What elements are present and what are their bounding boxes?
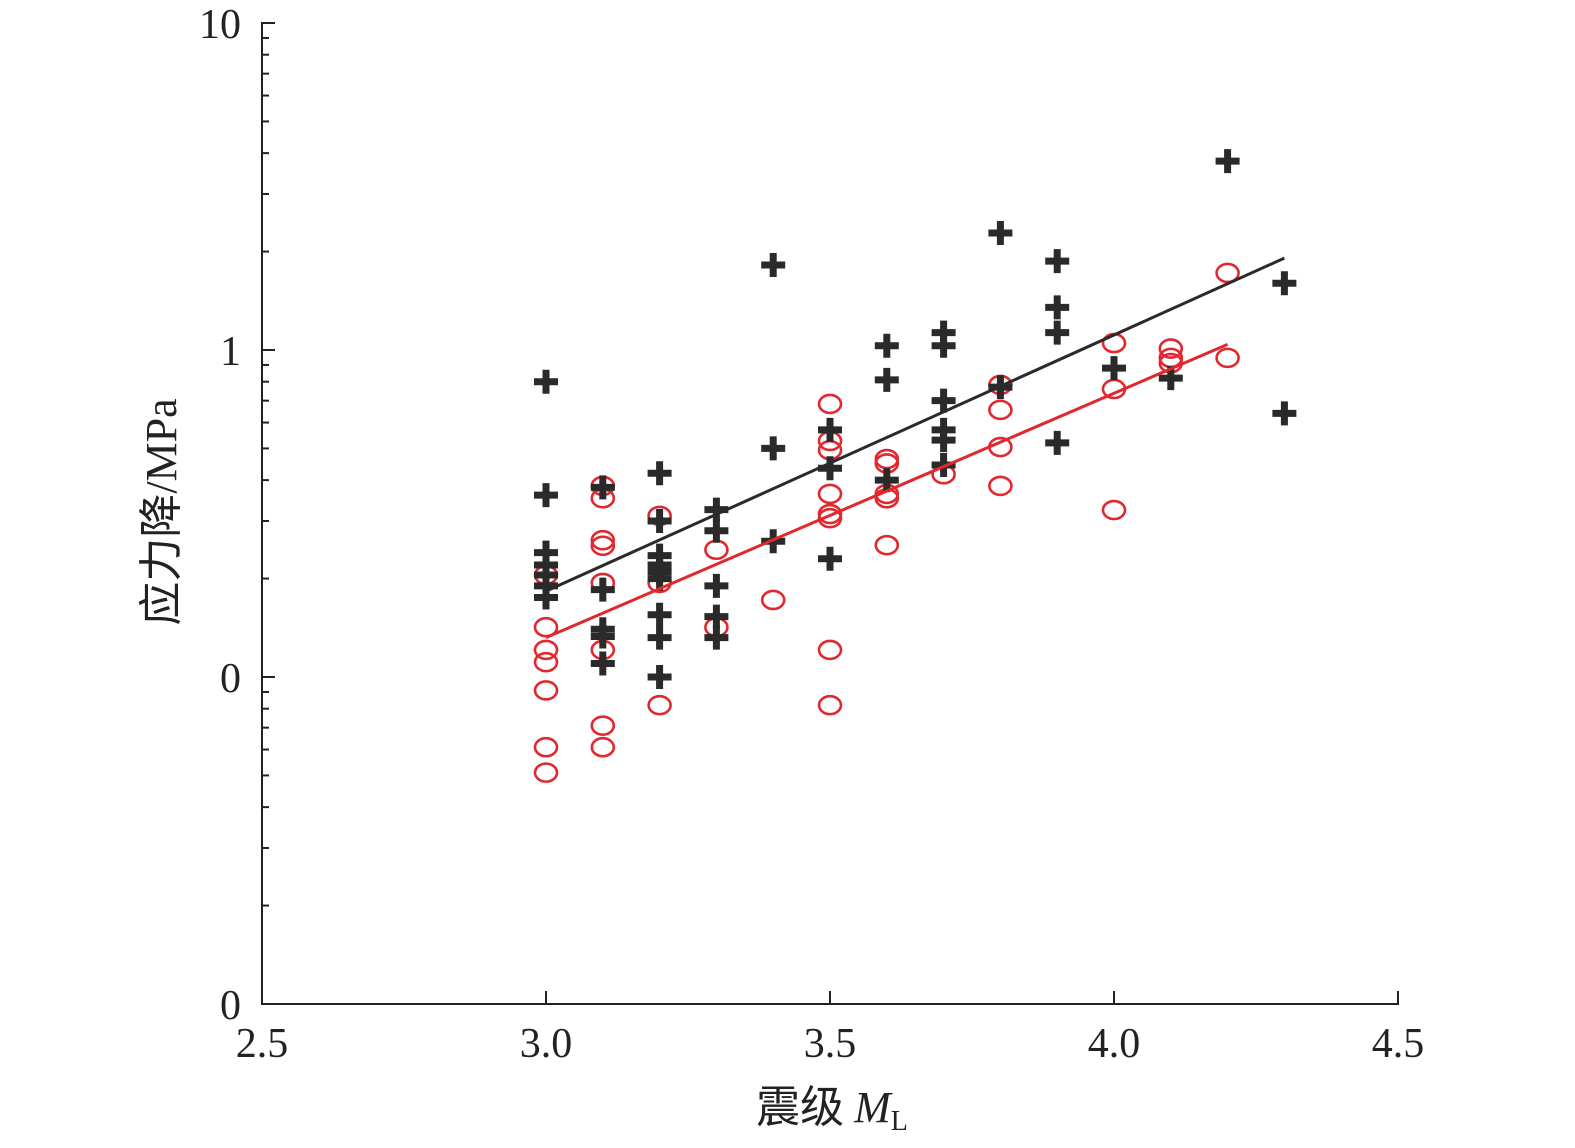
x-tick-label: 4.5 bbox=[1372, 1021, 1425, 1067]
black-cross-point bbox=[1272, 271, 1297, 296]
red-circle-point bbox=[988, 475, 1013, 497]
black-cross-point bbox=[1272, 401, 1297, 426]
x-tick-label: 3.5 bbox=[804, 1021, 857, 1067]
black-cross-point bbox=[874, 333, 899, 358]
red-circle-point bbox=[817, 507, 843, 529]
red-circle-point bbox=[760, 589, 786, 611]
black-cross-point bbox=[534, 585, 558, 610]
y-tick-label: 1 bbox=[220, 329, 241, 375]
red-circle-point bbox=[590, 715, 616, 736]
red-circle-point bbox=[874, 534, 900, 556]
red-circle-point bbox=[1215, 347, 1240, 369]
black-cross-point bbox=[931, 333, 956, 358]
red-circle-point bbox=[590, 529, 616, 551]
red-circle-point bbox=[1158, 338, 1184, 359]
red-circle-point bbox=[874, 448, 900, 470]
red-circle-point bbox=[704, 539, 729, 561]
axis-ticks bbox=[261, 22, 1399, 1005]
red-circle-point bbox=[817, 483, 843, 505]
red-circle-point bbox=[533, 762, 559, 783]
black-cross-point bbox=[818, 417, 842, 442]
fit-lines bbox=[545, 256, 1286, 639]
x-axis-title-text: 震级 bbox=[756, 1083, 844, 1132]
black-cross-point bbox=[704, 625, 729, 650]
x-tick-label: 3.0 bbox=[520, 1021, 573, 1067]
black-cross-point bbox=[988, 220, 1013, 245]
black-cross-point bbox=[874, 468, 899, 493]
black-cross-point bbox=[1045, 320, 1070, 345]
black-cross-point bbox=[1045, 249, 1070, 274]
black-cross-point bbox=[704, 573, 729, 598]
black-cross-point bbox=[647, 461, 672, 486]
red-circle-point bbox=[533, 736, 559, 758]
black-cross-point bbox=[1045, 295, 1070, 320]
black-cross-point bbox=[704, 604, 729, 629]
black-cross-point bbox=[647, 665, 672, 689]
red-circle-point bbox=[1101, 332, 1127, 354]
x-axis-title-symbol: M bbox=[853, 1083, 893, 1132]
red-circle-point bbox=[533, 639, 559, 661]
black-cross-point bbox=[534, 483, 558, 508]
red-fit-line bbox=[545, 343, 1229, 639]
red-circle-point bbox=[590, 736, 616, 758]
black-cross-point bbox=[590, 577, 615, 602]
black-cross-point bbox=[590, 475, 615, 500]
black-cross-point bbox=[1215, 149, 1240, 174]
red-circle-point bbox=[533, 651, 559, 673]
red-circle-point bbox=[817, 639, 843, 661]
red-circle-point bbox=[533, 680, 559, 701]
red-circle-point bbox=[1101, 499, 1127, 521]
black-cross-point bbox=[761, 436, 786, 461]
y-tick-label: 0 bbox=[220, 983, 241, 1029]
red-circle-point bbox=[1215, 262, 1240, 284]
black-cross-point bbox=[647, 625, 672, 650]
black-cross-point bbox=[647, 602, 672, 627]
black-cross-point bbox=[761, 252, 786, 277]
red-circle-point bbox=[590, 535, 616, 557]
data-points bbox=[533, 149, 1297, 783]
black-cross-point bbox=[1045, 430, 1070, 455]
black-cross-point bbox=[818, 546, 842, 571]
red-circle-point bbox=[988, 399, 1013, 421]
black-cross-point bbox=[931, 428, 956, 453]
y-tick-label: 10 bbox=[199, 2, 241, 48]
black-cross-point bbox=[1102, 356, 1126, 381]
red-circle-point bbox=[817, 694, 843, 716]
x-axis-title: 震级 ML bbox=[756, 1083, 908, 1137]
x-tick-label: 2.5 bbox=[236, 1021, 289, 1067]
black-cross-point bbox=[647, 508, 672, 533]
red-circle-point bbox=[647, 694, 672, 716]
red-circle-point bbox=[817, 393, 843, 415]
black-cross-point bbox=[647, 566, 672, 591]
x-tick-label: 4.0 bbox=[1088, 1021, 1141, 1067]
black-cross-point bbox=[590, 624, 615, 649]
black-cross-point bbox=[704, 518, 729, 543]
x-axis-title-subscript: L bbox=[891, 1106, 908, 1137]
black-cross-point bbox=[590, 651, 615, 676]
black-cross-point bbox=[534, 369, 558, 394]
black-cross-point bbox=[931, 388, 956, 413]
black-cross-point bbox=[874, 367, 899, 392]
y-tick-label: 0 bbox=[220, 656, 241, 702]
black-fit-line bbox=[545, 256, 1286, 593]
y-axis-title: 应力降/MPa bbox=[137, 398, 186, 625]
